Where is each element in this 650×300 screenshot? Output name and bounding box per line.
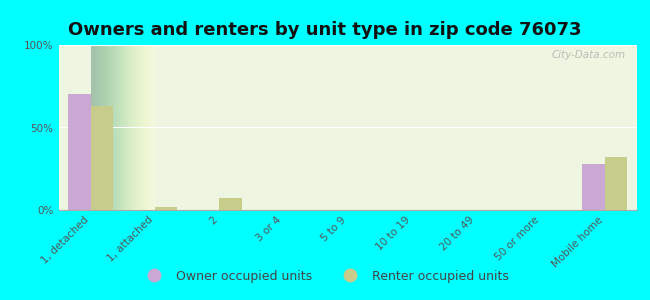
Bar	[68, 94, 90, 210]
Bar	[90, 106, 113, 210]
Text: City-Data.com: City-Data.com	[551, 50, 625, 60]
Bar	[155, 207, 177, 210]
Bar	[605, 157, 627, 210]
Legend: Owner occupied units, Renter occupied units: Owner occupied units, Renter occupied un…	[136, 265, 514, 288]
Bar	[582, 164, 605, 210]
Bar	[219, 199, 242, 210]
Text: Owners and renters by unit type in zip code 76073: Owners and renters by unit type in zip c…	[68, 21, 582, 39]
